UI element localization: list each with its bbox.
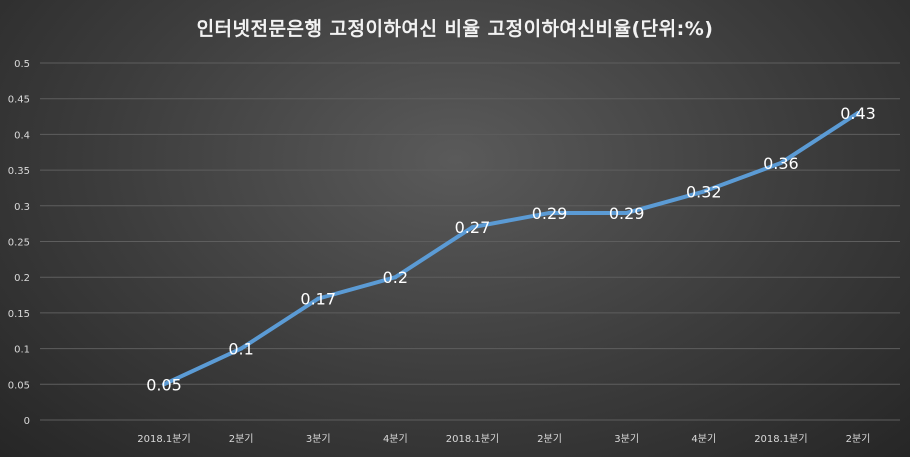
y-tick-label: 0.4: [14, 130, 30, 141]
data-point: [162, 382, 166, 387]
data-label: 0.29: [532, 204, 568, 223]
x-tick-label: 2018.1분기: [754, 433, 807, 445]
y-tick-label: 0.3: [14, 202, 30, 213]
data-point: [778, 160, 783, 165]
x-axis-ticks: 2018.1분기 2분기 3분기 4분기 2018.1분기 2분기 3분기 4분기 2018.1…: [137, 433, 870, 445]
data-point: [547, 210, 552, 215]
x-tick-label: 4분기: [691, 433, 716, 445]
data-point: [856, 110, 860, 115]
y-tick-label: 0.15: [8, 309, 30, 320]
x-tick-label: 2018.1분기: [446, 433, 499, 445]
y-tick-label: 0.45: [8, 95, 30, 106]
data-label: 0.32: [686, 183, 722, 202]
data-label: 0.05: [146, 375, 182, 394]
data-label: 0.29: [609, 204, 645, 223]
y-axis-ticks: 0 0.05 0.1 0.15 0.2 0.25 0.3 0.35 0.4 0.45 0.5: [8, 59, 30, 427]
y-tick-label: 0: [24, 416, 30, 427]
data-point: [701, 189, 706, 194]
data-label: 0.36: [763, 154, 799, 173]
data-point: [624, 210, 629, 215]
data-point: [239, 346, 244, 351]
data-point: [470, 225, 475, 230]
data-labels: 0.05 0.1 0.17 0.2 0.27 0.29 0.29 0.32 0.36 0.43: [146, 104, 876, 394]
data-label: 0.17: [300, 290, 336, 309]
series-line: [162, 110, 860, 387]
x-tick-label: 2분기: [846, 433, 871, 445]
y-tick-label: 0.1: [14, 345, 30, 356]
data-series: [162, 110, 860, 387]
y-tick-label: 0.35: [8, 166, 30, 177]
data-label: 0.1: [228, 340, 253, 359]
x-tick-label: 2분기: [229, 433, 254, 445]
data-point: [393, 275, 398, 280]
x-tick-label: 2018.1분기: [137, 433, 190, 445]
data-label: 0.2: [383, 268, 408, 287]
data-label: 0.43: [840, 104, 876, 123]
y-tick-label: 0.05: [8, 380, 30, 391]
x-tick-label: 2분기: [537, 433, 562, 445]
data-point: [316, 296, 321, 301]
gridlines: [40, 62, 900, 421]
y-tick-label: 0.2: [14, 273, 30, 284]
x-tick-label: 3분기: [306, 433, 331, 445]
y-tick-label: 0.25: [8, 238, 30, 249]
data-label: 0.27: [455, 218, 491, 237]
x-tick-label: 4분기: [383, 433, 408, 445]
chart-title: 인터넷전문은행 고정이하여신 비율 고정이하여신비율(단위:%): [196, 18, 714, 40]
y-tick-label: 0.5: [14, 59, 30, 70]
x-tick-label: 3분기: [614, 433, 639, 445]
